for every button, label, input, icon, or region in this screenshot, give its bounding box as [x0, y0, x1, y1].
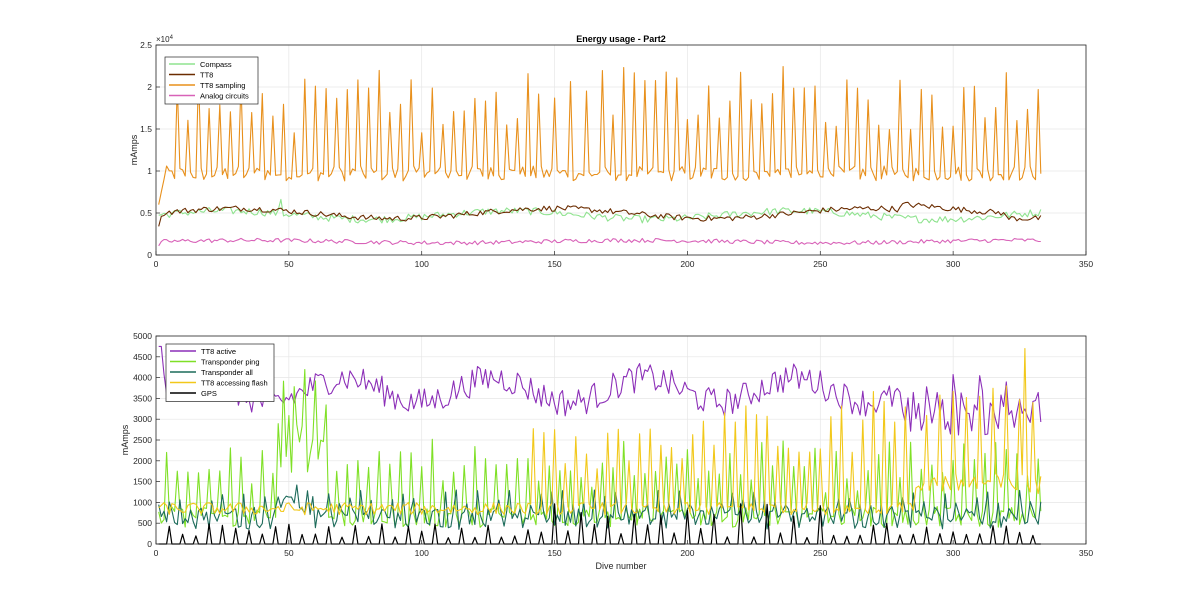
y-tick-label: 4500 — [133, 352, 152, 362]
x-axis-label: Dive number — [595, 561, 646, 571]
ticks-top: 0 50 100 150 200 250 300 350 0 0.5 1 1.5 2 2.5 — [140, 40, 1093, 269]
y-axis-label-bottom: mAmps — [120, 424, 130, 455]
x-tick-label: 150 — [547, 548, 561, 558]
series-line-tt8-accessing-flash — [158, 347, 1042, 516]
legend-label: TT8 sampling — [200, 81, 245, 90]
x-tick-label: 350 — [1079, 259, 1093, 269]
y-tick-label: 2000 — [133, 456, 152, 466]
x-tick-label: 50 — [284, 259, 294, 269]
y-tick-label: 2.5 — [140, 40, 152, 50]
ticks-bottom: 0 50 100 150 200 250 300 3500500100015002000250… — [133, 331, 1093, 558]
y-tick-label: 0.5 — [140, 208, 152, 218]
y-tick-label: 2 — [147, 82, 152, 92]
y-tick-label: 4000 — [133, 373, 152, 383]
axes-frame-top — [155, 44, 1087, 256]
series-line-transponder-all — [158, 484, 1042, 530]
y-axis-label-top: mAmps — [129, 134, 139, 165]
x-tick-label: 300 — [946, 259, 960, 269]
axes-top: 0 50 100 150 200 250 300 350 0 0.5 1 1.5 2 2.5 Energy… — [129, 34, 1093, 269]
x-tick-label: 300 — [946, 548, 960, 558]
series-line-tt8 — [158, 201, 1042, 227]
x-tick-label: 0 — [154, 548, 159, 558]
legend-label: Analog circuits — [200, 92, 249, 101]
legend-label: TT8 — [200, 71, 213, 80]
x-tick-label: 200 — [680, 548, 694, 558]
y-tick-label: 1000 — [133, 497, 152, 507]
x-tick-label: 200 — [680, 259, 694, 269]
series-line-compass — [158, 198, 1042, 224]
legend-label: TT8 active — [201, 347, 236, 356]
y-tick-label: 500 — [138, 518, 152, 528]
axes-bottom: 0 50 100 150 200 250 300 3500500100015002000250… — [120, 331, 1093, 571]
legend-label: Compass — [200, 60, 232, 69]
y-tick-label: 3500 — [133, 393, 152, 403]
y-tick-label: 0 — [147, 250, 152, 260]
y-tick-label: 1500 — [133, 477, 152, 487]
legend-label: TT8 accessing flash — [201, 379, 268, 388]
x-tick-label: 250 — [813, 259, 827, 269]
legend-label: Transponder all — [201, 368, 253, 377]
series-lines-top — [158, 66, 1042, 247]
x-tick-label: 150 — [547, 259, 561, 269]
x-tick-label: 100 — [415, 259, 429, 269]
series-line-tt8-sampling — [158, 66, 1042, 205]
legend-label: GPS — [201, 389, 217, 398]
y-tick-label: 2500 — [133, 435, 152, 445]
x-tick-label: 0 — [154, 259, 159, 269]
legend-box — [165, 343, 275, 402]
y-tick-label: 0 — [147, 539, 152, 549]
chart-title: Energy usage - Part2 — [576, 34, 666, 44]
series-lines-bottom — [158, 345, 1042, 545]
x-tick-label: 100 — [415, 548, 429, 558]
y-tick-label: 1 — [147, 166, 152, 176]
x-tick-label: 350 — [1079, 548, 1093, 558]
x-tick-label: 250 — [813, 548, 827, 558]
x-tick-label: 50 — [284, 548, 294, 558]
y-tick-label: 5000 — [133, 331, 152, 341]
series-line-analog-circuits — [158, 237, 1041, 247]
y-tick-label: 3000 — [133, 414, 152, 424]
legend-label: Transponder ping — [201, 358, 260, 367]
y-tick-label: 1.5 — [140, 124, 152, 134]
exponent-label: ×104 — [156, 35, 174, 44]
